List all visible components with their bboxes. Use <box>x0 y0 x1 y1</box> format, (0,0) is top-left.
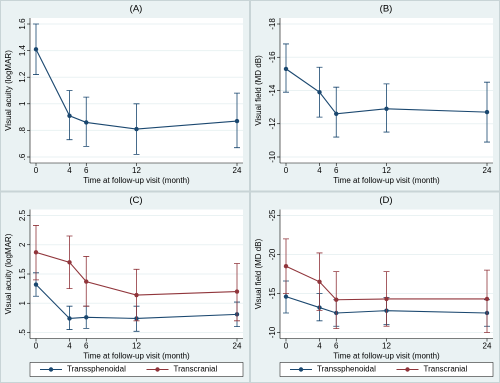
data-point <box>67 316 72 321</box>
x-tick-label: 0 <box>34 166 39 175</box>
x-tick-label: 6 <box>334 342 339 351</box>
x-tick-label: 24 <box>233 166 242 175</box>
x-tick-label: 6 <box>84 342 89 351</box>
data-point <box>384 106 389 111</box>
data-point <box>334 111 339 116</box>
data-point <box>283 264 289 269</box>
panel-title: (B) <box>380 4 393 15</box>
data-point <box>33 282 39 287</box>
y-axis-label: Visual acuity (logMAR) <box>4 233 13 314</box>
data-point <box>67 260 72 265</box>
data-point <box>33 250 39 255</box>
x-tick-label: 4 <box>317 166 322 175</box>
legend-box <box>279 362 494 377</box>
legend-label: Transcranial <box>174 365 218 374</box>
x-tick-label: 24 <box>483 166 492 175</box>
x-tick-label: 6 <box>84 166 89 175</box>
y-tick-label: -12 <box>268 117 277 129</box>
panel-title: (D) <box>379 195 392 206</box>
y-tick-label: 1.2 <box>18 71 27 83</box>
y-tick-label: -20 <box>268 248 277 260</box>
y-tick-label: 1 <box>18 101 27 106</box>
y-tick-label: .8 <box>18 127 27 134</box>
x-tick-label: 4 <box>67 342 72 351</box>
y-tick-label: -14 <box>268 84 277 96</box>
data-point <box>84 120 89 125</box>
legend-marker <box>405 367 410 372</box>
y-tick-label: 2.5 <box>18 209 27 221</box>
x-axis-label: Time at follow-up visit (month) <box>83 176 190 185</box>
data-point <box>283 294 289 299</box>
data-point <box>384 296 389 302</box>
y-tick-label: .6 <box>18 153 27 160</box>
x-tick-label: 12 <box>132 166 141 175</box>
x-tick-label: 12 <box>132 342 141 351</box>
data-point <box>334 297 339 302</box>
x-tick-label: 6 <box>334 166 339 175</box>
x-tick-label: 0 <box>284 166 289 175</box>
data-point <box>234 118 240 124</box>
legend-marker <box>298 367 304 372</box>
legend-label: Transsphenoidal <box>317 365 376 374</box>
legend-marker <box>48 367 54 372</box>
y-tick-label: 1 <box>18 300 27 305</box>
x-tick-label: 4 <box>317 342 322 351</box>
x-tick-label: 12 <box>382 342 391 351</box>
y-tick-label: -18 <box>268 18 277 30</box>
y-tick-label: 1.6 <box>18 18 27 30</box>
y-tick-label: .5 <box>18 329 27 336</box>
error-bar <box>484 269 490 333</box>
x-tick-label: 0 <box>284 342 289 351</box>
data-point <box>234 289 240 294</box>
y-tick-label: -10 <box>268 326 277 338</box>
data-point <box>84 279 89 284</box>
data-point <box>317 279 322 284</box>
y-tick-label: 2 <box>18 242 27 247</box>
legend-box <box>29 362 244 377</box>
data-point <box>134 292 139 298</box>
x-tick-label: 24 <box>483 342 492 351</box>
data-point <box>33 47 39 52</box>
x-tick-label: 4 <box>67 166 72 175</box>
data-point <box>67 113 72 118</box>
x-axis-label: Time at follow-up visit (month) <box>333 176 440 185</box>
y-tick-label: -10 <box>268 151 277 163</box>
x-axis-label: Time at follow-up visit (month) <box>83 352 190 361</box>
legend-label: Transcranial <box>424 365 468 374</box>
data-point <box>283 66 289 72</box>
panel-title: (C) <box>129 195 142 206</box>
x-tick-label: 12 <box>382 166 391 175</box>
y-tick-label: -15 <box>268 287 277 299</box>
data-point <box>484 109 490 115</box>
x-tick-label: 24 <box>233 342 242 351</box>
y-axis-label: Visual acuity (logMAR) <box>4 50 13 131</box>
x-axis-label: Time at follow-up visit (month) <box>333 352 440 361</box>
y-axis-label: Visual field (MD dB) <box>254 238 263 309</box>
legend-marker <box>155 367 160 372</box>
data-point <box>317 89 322 95</box>
y-tick-label: -16 <box>268 51 277 63</box>
y-axis-label: Visual field (MD dB) <box>254 55 263 126</box>
y-tick-label: 1.5 <box>18 268 27 280</box>
y-tick-label: 1.4 <box>18 44 27 56</box>
data-point <box>84 315 89 320</box>
data-point <box>134 126 139 132</box>
legend-label: Transsphenoidal <box>67 365 126 374</box>
data-point <box>484 296 490 302</box>
y-tick-label: -25 <box>268 209 277 221</box>
panel-title: (A) <box>130 4 143 15</box>
x-tick-label: 0 <box>34 342 39 351</box>
